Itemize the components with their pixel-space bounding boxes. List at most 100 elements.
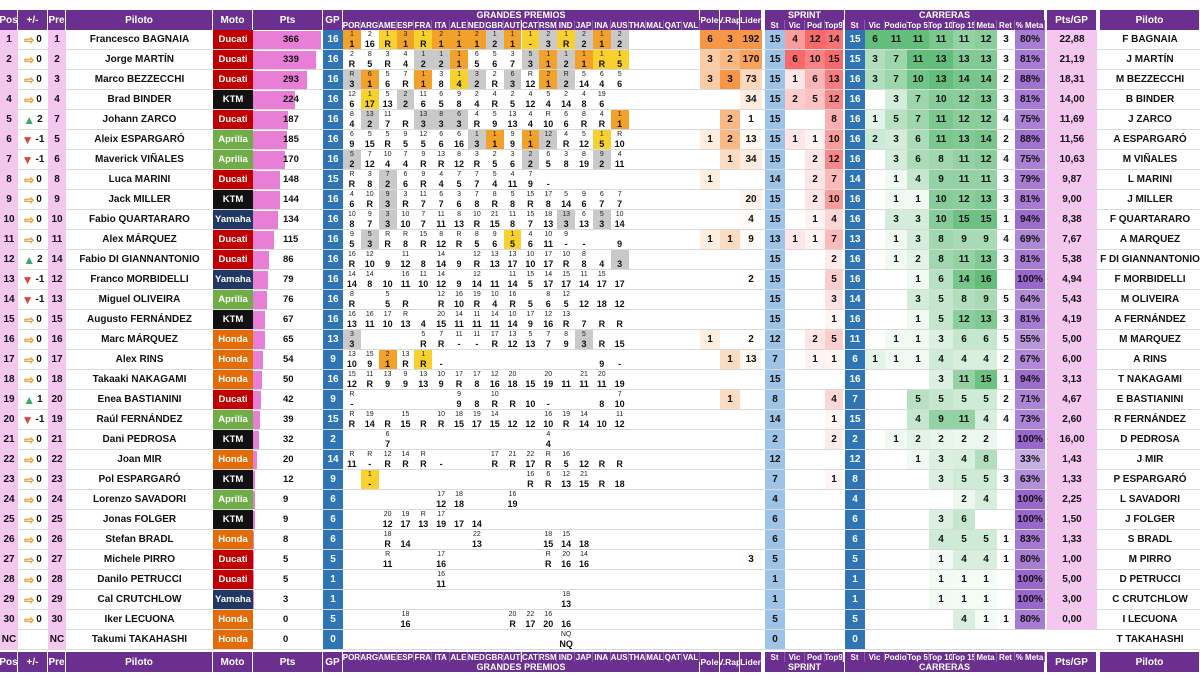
sprint-podiums	[805, 310, 825, 329]
race-finishes: 5	[975, 530, 997, 549]
position-change-value: 0	[36, 314, 42, 325]
race-result: R	[509, 619, 516, 629]
manufacturer-badge: Honda	[213, 450, 253, 469]
race-result: 11	[614, 159, 625, 169]
race-result: 2	[563, 59, 569, 69]
points-value: 0	[283, 634, 289, 645]
points-cell: 115	[253, 230, 323, 249]
race-result	[397, 639, 415, 650]
row-divider	[0, 649, 1200, 650]
laps-led	[740, 510, 762, 529]
sprint-starts: 7	[765, 350, 785, 369]
race-result: 2	[367, 119, 373, 129]
race-finishes: 1	[975, 610, 997, 629]
race-result-ina: 18	[593, 290, 611, 309]
sprint-result: 6	[457, 131, 461, 138]
laps-led: 13	[740, 350, 762, 369]
race-top5: 4	[907, 170, 929, 189]
race-result: 4	[474, 99, 480, 109]
position-change: ▼ -1	[18, 150, 48, 169]
race-result: 3	[474, 139, 480, 149]
race-result	[468, 459, 486, 470]
race-result	[343, 619, 361, 630]
sprint-starts: 15	[765, 110, 785, 129]
header-carreras-cpod: Podio	[885, 20, 907, 30]
race-result-ina: R	[593, 450, 611, 469]
race-result: 12	[436, 239, 447, 249]
race-result-rsm: -	[539, 390, 557, 409]
sprint-top9	[825, 630, 843, 649]
race-result: 10	[346, 359, 357, 369]
race-result	[343, 579, 361, 590]
sprint-result	[593, 290, 611, 299]
race-result-arg	[361, 330, 379, 349]
rider-short-name: J MIR	[1136, 454, 1164, 465]
gp-count: 16	[323, 370, 343, 389]
sprint-result	[432, 610, 450, 619]
race-result: 6	[385, 79, 391, 89]
race-empty	[682, 350, 700, 369]
sprint-result	[432, 350, 450, 359]
race-result-ale	[450, 570, 468, 589]
race-result	[575, 179, 593, 190]
race-result-ind: 19 R	[557, 410, 575, 429]
race-result-cat	[522, 490, 540, 509]
race-result-ned	[468, 450, 486, 469]
finish-percentage	[1015, 630, 1045, 649]
race-result-ale: 18 15	[450, 410, 468, 429]
race-result: 10	[614, 399, 625, 409]
race-empty	[629, 310, 647, 329]
race-podiums	[885, 550, 907, 569]
race-result: 3	[385, 219, 391, 229]
arrow-right-icon: ⇨	[24, 352, 35, 367]
sprint-podiums: 1	[805, 230, 825, 249]
race-empty	[664, 430, 682, 449]
race-result-ina	[593, 530, 611, 549]
sprint-result: 12	[562, 471, 570, 478]
race-result: 11	[472, 319, 482, 329]
header-pts-per-gp: Pts/GP	[1047, 10, 1097, 30]
sprint-wins	[785, 590, 805, 609]
sprint-result	[343, 610, 361, 619]
header-diff: +/-	[18, 652, 48, 672]
race-starts: 2	[845, 430, 865, 449]
finish-percentage: 100%	[1015, 490, 1045, 509]
sprint-result: R	[349, 71, 355, 78]
arrow-right-icon: ⇨	[24, 432, 35, 447]
manufacturer-badge: Ducati	[213, 570, 253, 589]
race-result: 2	[563, 79, 569, 89]
race-result-ale: 18 18	[450, 490, 468, 509]
race-result-ind	[557, 170, 575, 189]
arrow-up-icon: ▲	[23, 112, 36, 127]
race-top15: 1	[953, 590, 975, 609]
sprint-result	[486, 270, 504, 279]
gp-count: 2	[323, 430, 343, 449]
sprint-result: 3	[403, 191, 408, 198]
race-result-jap: 12	[575, 290, 593, 309]
race-result: 12	[614, 419, 625, 429]
race-empty	[629, 550, 647, 569]
race-result	[468, 499, 486, 510]
manufacturer-badge: KTM	[213, 190, 253, 209]
race-empty	[682, 50, 700, 69]
sprint-result: 1	[582, 51, 586, 58]
previous-position: 21	[48, 430, 66, 449]
race-result-por	[343, 570, 361, 589]
race-result: 8	[581, 259, 587, 269]
sprint-result: 2	[617, 31, 622, 38]
position-cell: 9	[0, 190, 18, 209]
race-result-esp: R 13	[397, 310, 415, 329]
race-result: 14	[471, 279, 482, 289]
sprint-result	[504, 570, 522, 579]
race-result: 7	[545, 339, 551, 349]
finish-percentage: 100%	[1015, 430, 1045, 449]
race-result-arg	[361, 430, 379, 449]
race-result: 9	[385, 379, 391, 389]
race-finishes: 1	[975, 590, 997, 609]
sprint-result	[504, 390, 522, 399]
race-result-ind: 12 5	[557, 290, 575, 309]
race-result-ind: 16	[557, 610, 575, 629]
